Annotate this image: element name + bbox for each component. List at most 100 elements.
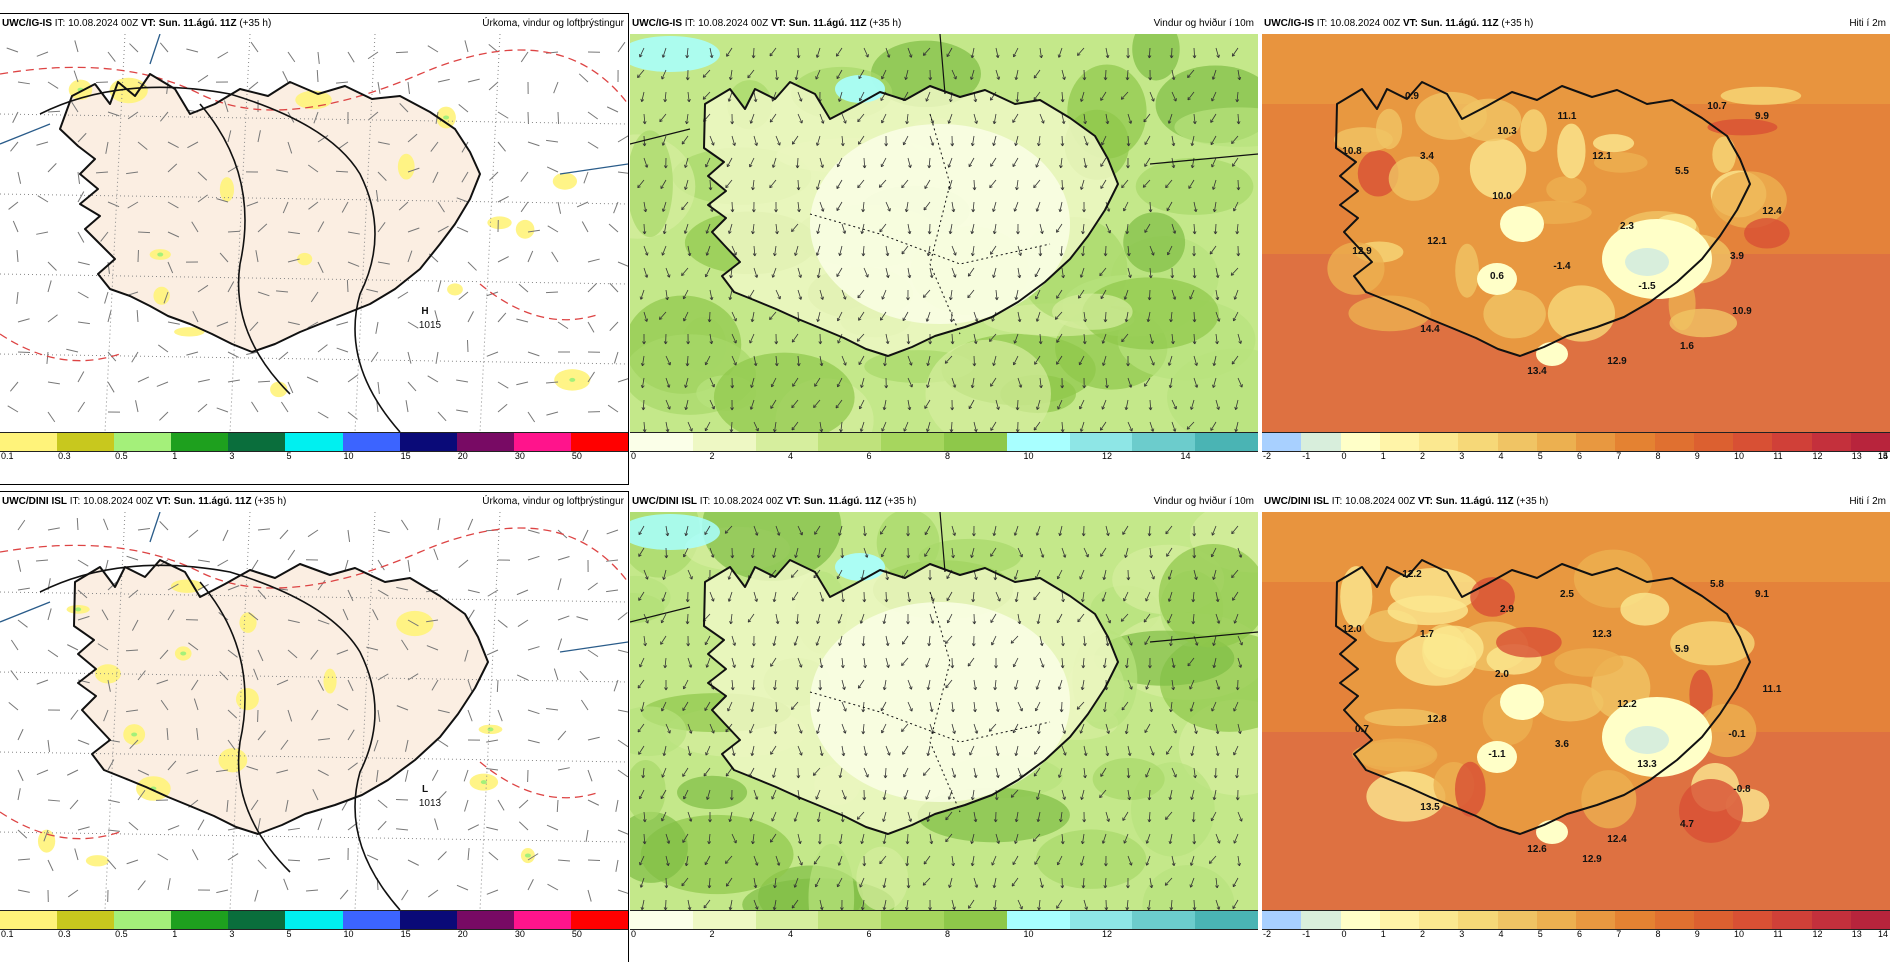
temperature-value: 2.3 xyxy=(1620,221,1634,232)
colorbar-swatch xyxy=(571,911,628,929)
colorbar-tick-label: 14 xyxy=(1181,451,1191,461)
colorbar-swatch xyxy=(1341,433,1380,451)
colorbar-tick-label: 50 xyxy=(572,929,582,939)
wind-arrow xyxy=(709,312,710,322)
temperature-area xyxy=(1669,309,1737,338)
pressure-center-letter: L xyxy=(422,784,428,795)
colorbar-swatch xyxy=(400,433,457,451)
precip-area xyxy=(219,748,248,772)
colorbar-tick-label: 2 xyxy=(710,451,715,461)
colorbar-tick-label: 10 xyxy=(344,451,354,461)
temperature-value: 1.7 xyxy=(1420,629,1434,640)
colorbar-tick-label: 0.1 xyxy=(1,929,14,939)
colorbar-tick-label: -2 xyxy=(1263,929,1271,939)
precip-area xyxy=(171,579,203,592)
colorbar-tick-label: -2 xyxy=(1263,451,1271,461)
wind-colorbar xyxy=(630,432,1258,452)
colorbar-tick-label: 1 xyxy=(172,929,177,939)
colorbar-swatch xyxy=(343,911,400,929)
wind-barb xyxy=(77,518,78,530)
colorbar-tick-label: 10 xyxy=(1024,451,1034,461)
wind-speed-area xyxy=(677,776,747,809)
temperature-area xyxy=(1721,87,1802,105)
panel-header: UWC/IG-IS IT: 10.08.2024 00Z VT: Sun. 11… xyxy=(0,14,628,34)
colorbar-tick-label: 6 xyxy=(1577,451,1582,461)
field-title: Úrkoma, vindur og loftþrýstingur xyxy=(482,14,624,34)
colorbar-tick-label: 3 xyxy=(229,929,234,939)
colorbar-swatch xyxy=(756,433,819,451)
temperature-value: 11.1 xyxy=(1558,111,1577,122)
calm-area xyxy=(810,124,1070,324)
colorbar-swatch xyxy=(1655,433,1694,451)
colorbar-swatch xyxy=(1458,433,1497,451)
colorbar-tick-label: 20 xyxy=(458,451,468,461)
colorbar-tick-label: 8 xyxy=(1656,929,1661,939)
colorbar-swatch xyxy=(285,433,342,451)
temperature-area xyxy=(1744,218,1790,248)
colorbar-swatch xyxy=(514,433,571,451)
precip-area xyxy=(75,607,81,611)
wind-arrow xyxy=(1084,70,1085,80)
colorbar-swatch xyxy=(1419,911,1458,929)
wind-arrow xyxy=(666,878,667,888)
temp-colorbar xyxy=(1262,910,1890,930)
colorbar-tick-label: 6 xyxy=(867,451,872,461)
colorbar-swatch xyxy=(228,433,285,451)
wind-arrow xyxy=(1171,48,1172,58)
precip-area xyxy=(180,651,186,655)
colorbar-tick-label: 0.1 xyxy=(1,451,14,461)
colorbar-swatch xyxy=(171,911,228,929)
temperature-value: 10.3 xyxy=(1497,126,1517,137)
temperature-value: 9.1 xyxy=(1755,589,1769,600)
colorbar-tick-label: 30 xyxy=(515,451,525,461)
colorbar-swatch xyxy=(457,433,514,451)
colorbar-swatch xyxy=(756,911,819,929)
temperature-value: -0.1 xyxy=(1728,729,1746,740)
precip-area xyxy=(295,91,332,110)
colorbar-swatch xyxy=(1694,433,1733,451)
panel-precip-igis: UWC/IG-IS IT: 10.08.2024 00Z VT: Sun. 11… xyxy=(0,14,628,484)
colorbar-swatch xyxy=(1070,911,1133,929)
colorbar-tick-label: 4 xyxy=(788,929,793,939)
precip-area xyxy=(487,727,493,731)
precip-area xyxy=(323,669,336,694)
temperature-value: 0.6 xyxy=(1490,271,1504,282)
colorbar-swatch xyxy=(944,433,1007,451)
temperature-value: 13.4 xyxy=(1527,366,1547,377)
colorbar-swatch xyxy=(1070,433,1133,451)
colorbar-swatch xyxy=(457,911,514,929)
panel-wind-igis: UWC/IG-IS IT: 10.08.2024 00Z VT: Sun. 11… xyxy=(630,14,1258,484)
temperature-value: 9.9 xyxy=(1755,111,1769,122)
wind-arrow xyxy=(1062,136,1063,146)
colorbar-swatch xyxy=(1007,433,1070,451)
colorbar-swatch xyxy=(693,911,756,929)
glacier-cold-area xyxy=(1500,684,1544,720)
wind-speed-area xyxy=(1123,212,1185,272)
colorbar-swatch xyxy=(693,433,756,451)
colorbar-swatch xyxy=(881,433,944,451)
colorbar-swatch xyxy=(1341,911,1380,929)
wind-barb xyxy=(467,340,468,352)
precip-area xyxy=(153,287,169,305)
temperature-value: 11.1 xyxy=(1763,684,1782,695)
wind-arrow xyxy=(1238,180,1239,190)
precip-colorbar xyxy=(0,910,628,930)
colorbar-swatch xyxy=(1380,433,1419,451)
colorbar-swatch xyxy=(285,911,342,929)
colorbar-swatch xyxy=(818,911,881,929)
temperature-value: 2.0 xyxy=(1495,669,1509,680)
panel-temp-dini: UWC/DINI ISL IT: 10.08.2024 00Z VT: Sun.… xyxy=(1262,492,1890,962)
colorbar-swatch xyxy=(1132,433,1195,451)
colorbar-swatch xyxy=(1537,433,1576,451)
panel-header: UWC/DINI ISL IT: 10.08.2024 00Z VT: Sun.… xyxy=(0,492,628,512)
colorbar-tick-label: 9 xyxy=(1695,929,1700,939)
colorbar-tick-label: 15 xyxy=(401,451,411,461)
colorbar-tick-label: 8 xyxy=(1656,451,1661,461)
strong-wind-area xyxy=(835,75,885,103)
temperature-value: -1.1 xyxy=(1488,749,1506,760)
